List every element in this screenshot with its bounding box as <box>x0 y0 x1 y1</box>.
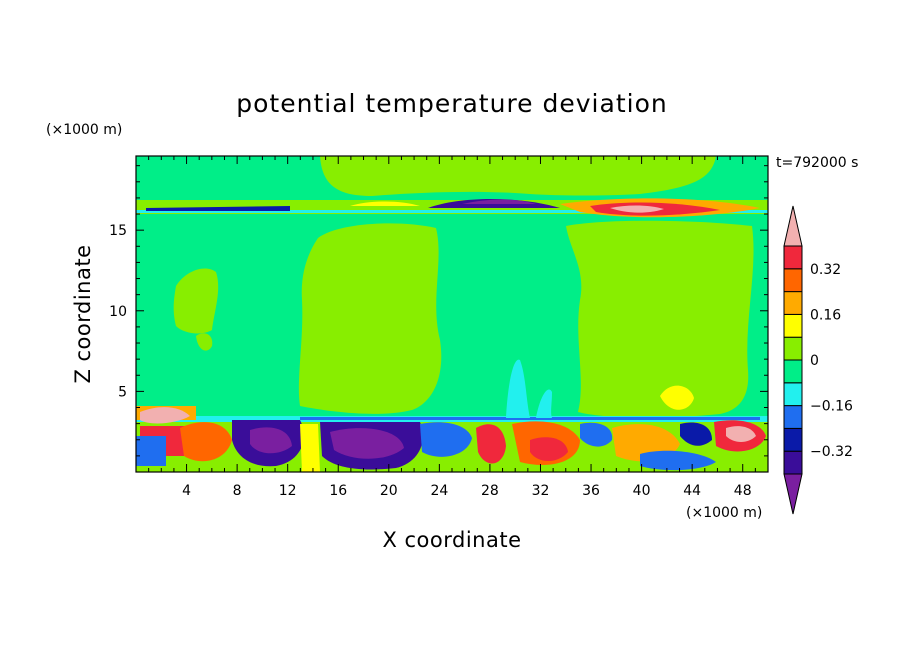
x-tick-label: 12 <box>279 483 297 499</box>
x-tick-label: 4 <box>182 483 191 499</box>
colorbar-segment <box>783 359 803 384</box>
colorbar-segment <box>783 405 803 429</box>
tropopause-blue-left <box>146 206 290 211</box>
x-tick-label: 24 <box>430 483 448 499</box>
time-label: t=792000 s <box>776 155 858 171</box>
bl-purple-b-core <box>330 428 404 459</box>
x-tick-label: 16 <box>329 483 347 499</box>
tropopause-mound-core <box>462 199 536 204</box>
bl-cyan-plume <box>506 359 530 418</box>
y-axis: 5 10 15 <box>109 165 768 457</box>
bl-left-blue <box>136 436 166 466</box>
colorbar: 0.32 0.16 0 −0.16 −0.32 <box>783 205 853 515</box>
bl-left-pink <box>140 407 190 424</box>
column-b <box>566 220 754 418</box>
y-axis-title: Z coordinate <box>71 244 95 383</box>
colorbar-label: 0 <box>810 353 819 369</box>
colorbar-extend-low <box>783 473 803 515</box>
colorbar-label: 0.16 <box>810 307 841 323</box>
bl-red-e <box>530 437 568 461</box>
colorbar-label: −0.16 <box>810 399 853 415</box>
x-tick-label: 44 <box>683 483 701 499</box>
x-axis-title: X coordinate <box>382 528 521 552</box>
colorbar-label: 0.32 <box>810 262 841 278</box>
bl-top-blue <box>300 417 760 420</box>
colorbar-segment <box>783 427 803 452</box>
x-unit-label: (×1000 m) <box>686 505 762 521</box>
y-tick-label: 15 <box>109 223 127 239</box>
bl-blue-h <box>680 422 712 446</box>
colorbar-label: −0.32 <box>810 444 853 460</box>
x-tick-label: 48 <box>734 483 752 499</box>
bl-red-d <box>476 424 506 464</box>
bl-blue-f <box>580 422 613 447</box>
colorbar-segment <box>783 382 803 407</box>
bl-yellow-blob <box>660 385 694 410</box>
tropopause-cyan <box>136 210 768 213</box>
chart-title: potential temperature deviation <box>236 89 667 118</box>
x-tick-label: 28 <box>481 483 499 499</box>
y-tick-label: 10 <box>109 304 127 320</box>
tropopause-yellow <box>350 201 420 206</box>
y-tick-label: 5 <box>118 384 127 400</box>
column-a <box>298 223 442 414</box>
bl-blue-c <box>420 422 472 457</box>
bl-cyan-plume2 <box>536 389 552 418</box>
tropopause-pink <box>610 205 664 213</box>
x-axis: 4 8 12 16 20 24 28 32 36 40 44 48 <box>148 156 756 499</box>
left-blob <box>173 268 219 334</box>
bl-left-warm2 <box>180 422 232 462</box>
colorbar-segment <box>783 245 803 270</box>
upper-band <box>320 156 716 196</box>
colorbar-segment <box>783 291 803 315</box>
bl-purple-a-core <box>250 427 292 454</box>
heatmap-field <box>136 156 768 472</box>
x-tick-label: 40 <box>633 483 651 499</box>
x-tick-label: 20 <box>380 483 398 499</box>
x-tick-label: 8 <box>233 483 242 499</box>
bl-yellow-strip <box>300 424 320 472</box>
colorbar-segment <box>783 336 803 361</box>
left-blob-small <box>196 333 213 351</box>
x-tick-label: 36 <box>582 483 600 499</box>
bl-blue-j <box>640 450 716 471</box>
colorbar-segment <box>783 313 803 338</box>
colorbar-extend-high <box>783 205 803 247</box>
y-unit-label: (×1000 m) <box>46 122 122 138</box>
x-tick-label: 32 <box>532 483 550 499</box>
bl-pink-i <box>726 426 756 442</box>
colorbar-segment <box>783 268 803 293</box>
colorbar-segment <box>783 450 803 475</box>
